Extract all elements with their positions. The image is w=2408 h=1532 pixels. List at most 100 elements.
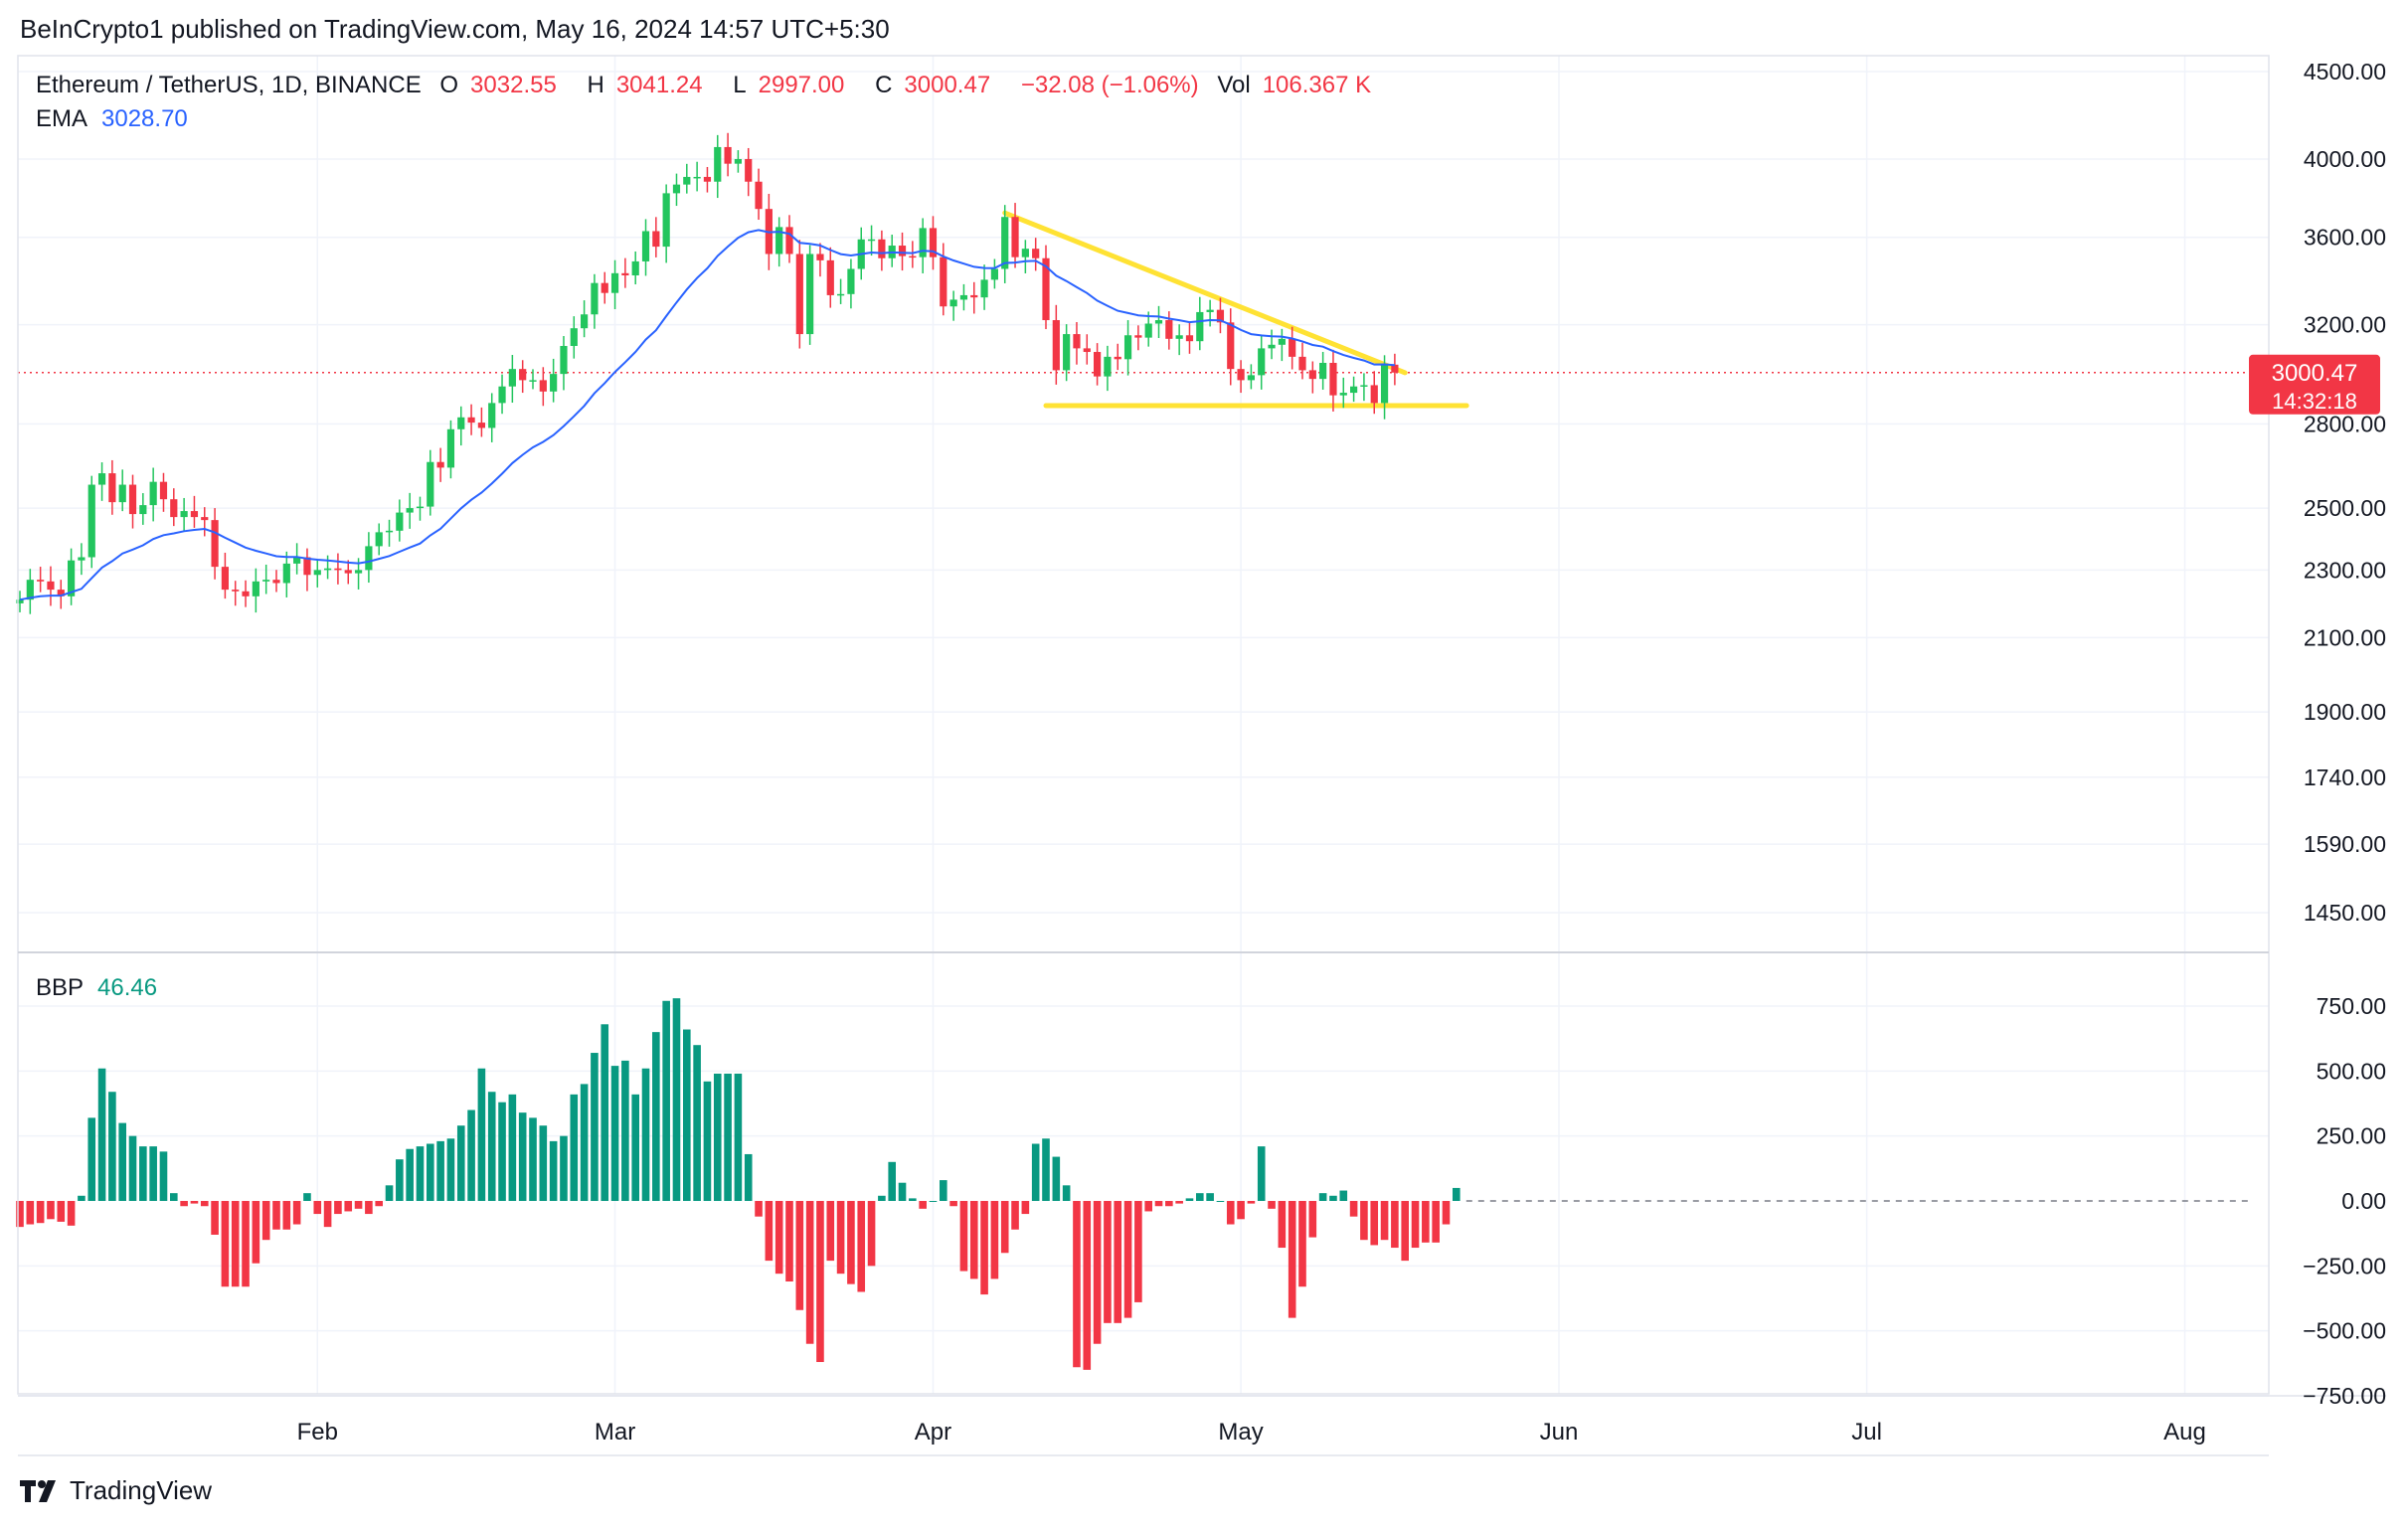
price-tick-label: 1450.00 bbox=[2304, 900, 2386, 926]
bbp-bar bbox=[191, 1201, 199, 1204]
candle-body bbox=[1381, 364, 1388, 403]
bbp-bar bbox=[457, 1125, 465, 1201]
candle-body bbox=[181, 511, 188, 517]
candle-body bbox=[345, 570, 352, 573]
candle-body bbox=[673, 185, 680, 194]
bbp-bar bbox=[519, 1112, 527, 1201]
bbp-tick-label: −250.00 bbox=[2303, 1253, 2386, 1278]
bbp-tick-label: 250.00 bbox=[2317, 1123, 2386, 1149]
bbp-bar bbox=[334, 1201, 342, 1214]
candle-body bbox=[1176, 335, 1183, 339]
candle-body bbox=[108, 473, 115, 502]
ema-value: 3028.70 bbox=[101, 105, 188, 132]
candle-body bbox=[478, 423, 485, 427]
candle-body bbox=[899, 246, 906, 256]
candle-body bbox=[498, 387, 505, 404]
bbp-bar bbox=[980, 1201, 988, 1294]
candle-body bbox=[1145, 324, 1152, 338]
price-tick-label: 4000.00 bbox=[2304, 146, 2386, 172]
bbp-bar bbox=[386, 1185, 394, 1201]
candle-body bbox=[283, 564, 290, 584]
symbol-title[interactable]: Ethereum / TetherUS, 1D, BINANCE bbox=[36, 72, 422, 98]
bbp-bar bbox=[498, 1103, 506, 1201]
candle-body bbox=[1032, 249, 1039, 258]
bbp-bar bbox=[1022, 1201, 1030, 1214]
bbp-bar bbox=[693, 1045, 701, 1201]
ema-legend[interactable]: EMA3028.70 bbox=[36, 105, 188, 133]
bbp-bar bbox=[570, 1095, 578, 1201]
bbp-tick-label: −750.00 bbox=[2303, 1383, 2386, 1409]
candle-body bbox=[139, 505, 146, 514]
candle-body bbox=[242, 592, 249, 596]
time-tick-label: Apr bbox=[915, 1419, 951, 1446]
candle-body bbox=[704, 177, 711, 182]
candle-body bbox=[1084, 348, 1091, 352]
bbp-bar bbox=[344, 1201, 352, 1211]
candle-body bbox=[222, 567, 229, 590]
bbp-bar bbox=[509, 1095, 517, 1201]
bbp-bar bbox=[970, 1201, 978, 1278]
candle-body bbox=[519, 369, 526, 380]
bbp-bar bbox=[68, 1201, 76, 1226]
candle-body bbox=[950, 299, 957, 306]
candle-body bbox=[376, 532, 383, 546]
candle-body bbox=[868, 240, 875, 242]
bbp-bar bbox=[631, 1095, 639, 1201]
bbp-bar bbox=[857, 1201, 865, 1291]
bbp-bar bbox=[683, 1030, 691, 1201]
bbp-bar bbox=[591, 1053, 599, 1201]
candle-body bbox=[467, 418, 474, 423]
bbp-tick-label: −500.00 bbox=[2303, 1318, 2386, 1344]
candle-body bbox=[745, 159, 752, 182]
bbp-bar bbox=[436, 1141, 444, 1201]
candle-body bbox=[632, 261, 639, 275]
price-tag: 3000.4714:32:18 bbox=[2249, 355, 2380, 415]
candle-body bbox=[960, 295, 967, 300]
ohlc-change: −32.08 (−1.06%) bbox=[1021, 72, 1199, 98]
tradingview-logo[interactable]: TradingView bbox=[20, 1475, 212, 1506]
price-tick-label: 2100.00 bbox=[2304, 624, 2386, 650]
candle-body bbox=[806, 254, 813, 334]
candle-body bbox=[694, 177, 701, 179]
ohlc-high: H3041.24 bbox=[587, 72, 714, 98]
candle-body bbox=[909, 256, 916, 258]
bbp-bar bbox=[1042, 1138, 1050, 1201]
bbp-bar bbox=[87, 1117, 95, 1201]
candle-body bbox=[683, 177, 690, 185]
bbp-bar bbox=[735, 1074, 743, 1201]
bbp-bar bbox=[1248, 1201, 1256, 1204]
bbp-bar bbox=[1063, 1185, 1071, 1201]
bbp-bar bbox=[1453, 1188, 1461, 1201]
bbp-bar bbox=[324, 1201, 332, 1227]
bbp-bar bbox=[991, 1201, 999, 1278]
bbp-bar bbox=[1186, 1198, 1194, 1201]
bbp-bar bbox=[149, 1146, 157, 1201]
candle-body bbox=[355, 570, 362, 573]
candle-body bbox=[1279, 339, 1286, 345]
bbp-bar bbox=[1011, 1201, 1019, 1230]
candle-body bbox=[272, 580, 279, 583]
candle-body bbox=[262, 580, 269, 582]
ohlc-volume: Vol106.367 K bbox=[1217, 72, 1383, 98]
candle-body bbox=[529, 380, 536, 382]
candle-body bbox=[334, 569, 341, 571]
bbp-bar bbox=[868, 1201, 876, 1266]
bbp-bar bbox=[253, 1201, 260, 1264]
candle-body bbox=[1115, 357, 1121, 359]
candle-body bbox=[735, 159, 742, 164]
bbp-bar bbox=[1279, 1201, 1287, 1248]
bbp-bar bbox=[98, 1069, 106, 1201]
bbp-bar bbox=[1165, 1201, 1173, 1206]
bbp-legend[interactable]: BBP46.46 bbox=[36, 974, 157, 1002]
bbp-bar bbox=[940, 1180, 947, 1201]
bbp-tick-label: 0.00 bbox=[2341, 1188, 2386, 1214]
candle-body bbox=[1134, 335, 1141, 337]
candle-body bbox=[253, 582, 259, 596]
candle-body bbox=[755, 182, 762, 209]
candle-body bbox=[1022, 249, 1029, 256]
candle-body bbox=[47, 582, 54, 590]
candle-body bbox=[796, 254, 803, 334]
time-tick-label: Feb bbox=[297, 1419, 338, 1446]
